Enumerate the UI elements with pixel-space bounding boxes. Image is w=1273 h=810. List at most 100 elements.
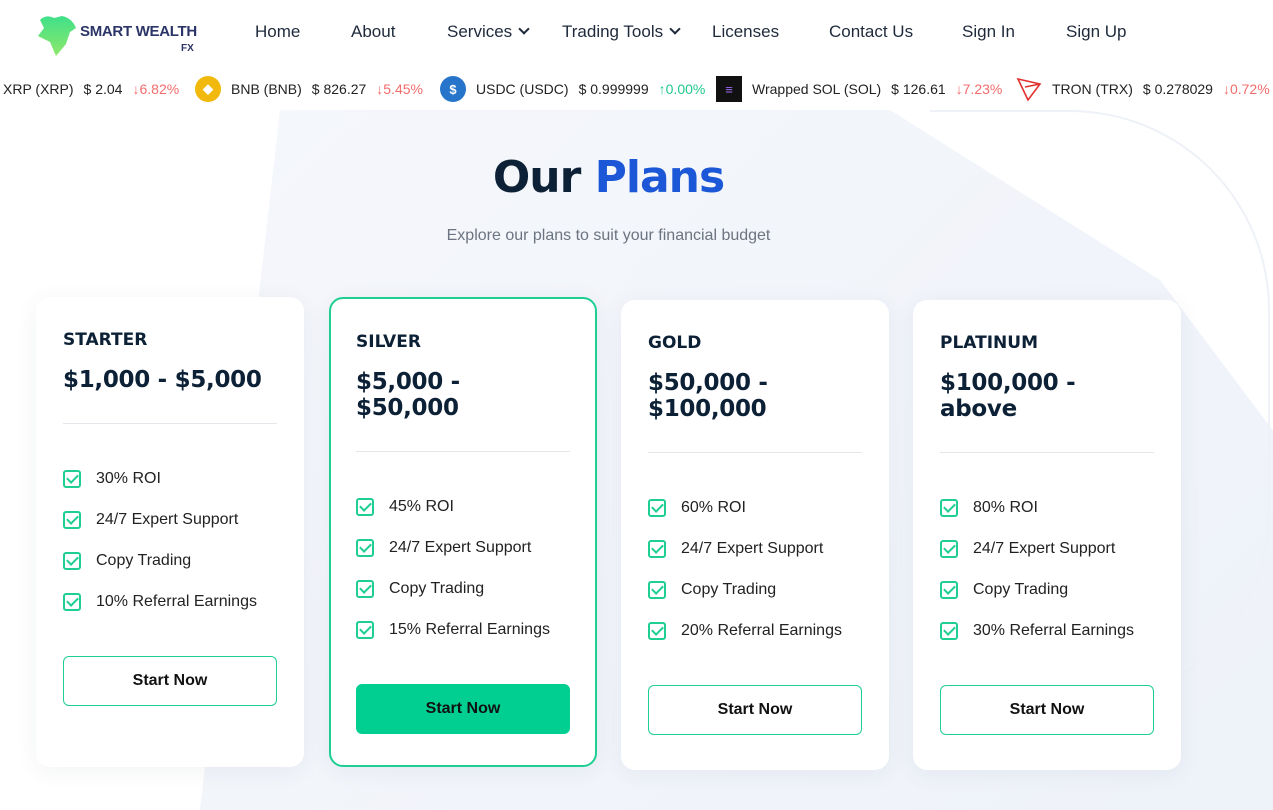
- ticker-item[interactable]: ◆ BNB (BNB) $ 826.27 ↓5.45%: [195, 72, 423, 106]
- checkbox-check-icon: [63, 551, 81, 570]
- nav-services[interactable]: Services: [447, 22, 530, 42]
- feature-text: Copy Trading: [389, 579, 485, 597]
- nav-about[interactable]: About: [351, 22, 396, 41]
- checkbox-check-icon: [356, 538, 374, 557]
- divider: [940, 452, 1154, 453]
- plan-range: $1,000 - $5,000: [63, 367, 262, 393]
- checkbox-check-icon: [63, 469, 81, 488]
- ticker-item[interactable]: $ USDC (USDC) $ 0.999999 ↑0.00%: [440, 72, 705, 106]
- checkbox-check-icon: [648, 498, 666, 517]
- nav-home[interactable]: Home: [255, 22, 301, 41]
- feature-item: 60% ROI: [648, 487, 862, 528]
- divider: [356, 451, 570, 452]
- feature-item: 10% Referral Earnings: [63, 581, 277, 622]
- feature-text: 60% ROI: [681, 498, 746, 516]
- feature-text: 24/7 Expert Support: [389, 538, 532, 556]
- coin-name: USDC (USDC): [476, 81, 569, 97]
- plan-name: GOLD: [648, 333, 702, 353]
- checkbox-check-icon: [356, 620, 374, 639]
- logo[interactable]: SMART WEALTH FX: [36, 14, 201, 56]
- plan-card-silver: SILVER $5,000 - $50,000 45% ROI 24/7 Expe…: [329, 297, 597, 767]
- feature-text: 24/7 Expert Support: [681, 539, 824, 557]
- navbar: SMART WEALTH FX Home About Services Trad…: [0, 0, 1273, 64]
- divider: [648, 452, 862, 453]
- checkbox-check-icon: [63, 510, 81, 529]
- checkbox-check-icon: [356, 497, 374, 516]
- chevron-down-icon: [518, 23, 530, 35]
- nav-contact[interactable]: Contact Us: [829, 22, 914, 41]
- crypto-ticker: XRP (XRP) $ 2.04 ↓6.82% ◆ BNB (BNB) $ 826.2…: [0, 72, 1273, 106]
- feature-item: Copy Trading: [648, 569, 862, 610]
- plan-card-platinum: PLATINUM $100,000 - above 80% ROI 24/7 Ex…: [913, 300, 1181, 770]
- checkbox-check-icon: [356, 579, 374, 598]
- sol-icon: ≡: [716, 76, 742, 102]
- nav-trading-tools-label: Trading Tools: [562, 22, 664, 41]
- ticker-item[interactable]: ≡ Wrapped SOL (SOL) $ 126.61 ↓7.23%: [716, 72, 1002, 106]
- chevron-down-icon: [669, 23, 681, 35]
- nav-trading-tools[interactable]: Trading Tools: [562, 22, 681, 42]
- feature-item: 45% ROI: [356, 486, 570, 527]
- bnb-icon: ◆: [195, 76, 221, 102]
- start-now-button[interactable]: Start Now: [63, 656, 277, 706]
- feature-item: 24/7 Expert Support: [648, 528, 862, 569]
- nav-licenses[interactable]: Licenses: [712, 22, 780, 41]
- start-now-button[interactable]: Start Now: [356, 684, 570, 734]
- coin-change: ↑0.00%: [658, 81, 706, 97]
- coin-name: TRON (TRX): [1052, 81, 1133, 97]
- plan-card-starter: STARTER $1,000 - $5,000 30% ROI 24/7 Expe…: [36, 297, 304, 767]
- start-now-button[interactable]: Start Now: [648, 685, 862, 735]
- feature-item: 20% Referral Earnings: [648, 610, 862, 651]
- feature-text: 80% ROI: [973, 498, 1038, 516]
- plan-name: SILVER: [356, 332, 421, 352]
- ticker-item[interactable]: TRON (TRX) $ 0.278029 ↓0.72%: [1016, 72, 1270, 106]
- usdc-icon: $: [440, 76, 466, 102]
- plan-range: $100,000 - above: [940, 370, 1076, 422]
- page-title: Our Plans: [492, 152, 725, 203]
- feature-item: 15% Referral Earnings: [356, 609, 570, 650]
- feature-list: 60% ROI 24/7 Expert Support Copy Trading 20…: [648, 487, 862, 651]
- checkbox-check-icon: [63, 592, 81, 611]
- checkbox-check-icon: [648, 621, 666, 640]
- checkbox-check-icon: [940, 539, 958, 558]
- coin-name: Wrapped SOL (SOL): [752, 81, 882, 97]
- coin-price: $ 0.278029: [1142, 81, 1213, 97]
- coin-change: ↓7.23%: [955, 81, 1003, 97]
- coin-name: XRP (XRP): [3, 81, 74, 97]
- plan-range: $5,000 - $50,000: [356, 369, 460, 421]
- feature-list: 80% ROI 24/7 Expert Support Copy Trading 30…: [940, 487, 1154, 651]
- brand-name: SMART WEALTH: [80, 23, 197, 40]
- tron-icon: [1016, 77, 1042, 102]
- ticker-item[interactable]: XRP (XRP) $ 2.04 ↓6.82%: [3, 72, 179, 106]
- bull-logo-icon: [38, 16, 76, 56]
- nav-sign-up[interactable]: Sign Up: [1066, 22, 1127, 41]
- checkbox-check-icon: [940, 580, 958, 599]
- coin-name: BNB (BNB): [231, 81, 302, 97]
- nav-sign-in[interactable]: Sign In: [962, 22, 1015, 41]
- feature-item: 30% Referral Earnings: [940, 610, 1154, 651]
- nav-services-label: Services: [447, 22, 513, 41]
- start-now-button[interactable]: Start Now: [940, 685, 1154, 735]
- feature-list: 45% ROI 24/7 Expert Support Copy Trading 15…: [356, 486, 570, 650]
- checkbox-check-icon: [940, 498, 958, 517]
- checkbox-check-icon: [940, 621, 958, 640]
- coin-change: ↓5.45%: [376, 81, 423, 97]
- feature-text: 45% ROI: [389, 497, 454, 515]
- feature-text: Copy Trading: [96, 551, 192, 569]
- feature-text: 10% Referral Earnings: [96, 592, 257, 610]
- coin-price: $ 2.04: [83, 81, 123, 97]
- feature-text: 24/7 Expert Support: [973, 539, 1116, 557]
- feature-text: 30% ROI: [96, 469, 161, 487]
- feature-text: Copy Trading: [681, 580, 777, 598]
- feature-text: 15% Referral Earnings: [389, 620, 550, 638]
- plan-name: STARTER: [63, 330, 148, 350]
- coin-price: $ 0.999999: [578, 81, 649, 97]
- feature-text: 30% Referral Earnings: [973, 621, 1134, 639]
- page-subtitle: Explore our plans to suit your financial…: [446, 227, 771, 244]
- coin-change: ↓0.72%: [1222, 81, 1270, 97]
- feature-item: 24/7 Expert Support: [356, 527, 570, 568]
- coin-price: $ 826.27: [311, 81, 367, 97]
- feature-item: 30% ROI: [63, 458, 277, 499]
- feature-item: Copy Trading: [940, 569, 1154, 610]
- plan-name: PLATINUM: [940, 333, 1038, 353]
- feature-item: 80% ROI: [940, 487, 1154, 528]
